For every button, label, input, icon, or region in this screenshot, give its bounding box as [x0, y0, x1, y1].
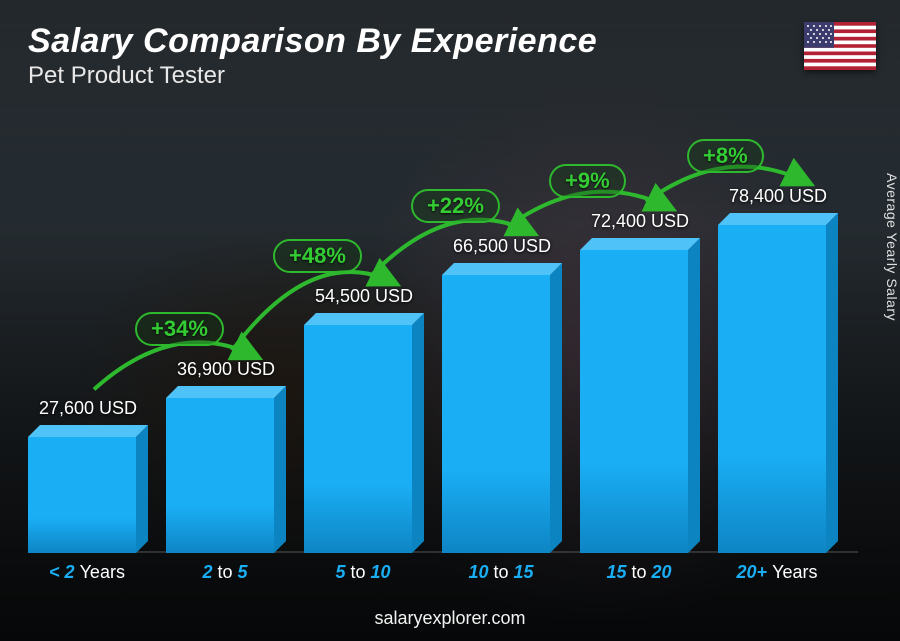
bar-side	[136, 425, 148, 553]
value-label: 66,500 USD	[432, 236, 572, 257]
bar	[166, 398, 274, 553]
bar-top	[580, 238, 700, 250]
bar-side	[826, 213, 838, 553]
bar-top	[304, 313, 424, 325]
value-label: 27,600 USD	[18, 398, 158, 419]
bar-top	[28, 425, 148, 437]
bar-top	[442, 263, 562, 275]
value-label: 72,400 USD	[570, 211, 710, 232]
x-axis-label: < 2 Years	[28, 562, 146, 583]
pct-increase-badge: +8%	[687, 139, 764, 173]
bar-front	[28, 437, 136, 553]
bar	[28, 437, 136, 553]
bar-side	[688, 238, 700, 553]
bar-front	[718, 225, 826, 553]
bar-top	[166, 386, 286, 398]
pct-increase-badge: +48%	[273, 239, 362, 273]
bar-front	[304, 325, 412, 553]
y-axis-label: Average Yearly Salary	[884, 173, 900, 321]
flag-icon	[804, 22, 876, 70]
bar-front	[166, 398, 274, 553]
bar-side	[274, 386, 286, 553]
pct-increase-badge: +22%	[411, 189, 500, 223]
bar	[580, 250, 688, 553]
bar-side	[412, 313, 424, 553]
bar	[304, 325, 412, 553]
bar	[442, 275, 550, 553]
x-axis-label: 10 to 15	[442, 562, 560, 583]
chart-container: Salary Comparison By Experience Pet Prod…	[0, 0, 900, 641]
value-label: 36,900 USD	[156, 359, 296, 380]
bar	[718, 225, 826, 553]
value-label: 54,500 USD	[294, 286, 434, 307]
page-title: Salary Comparison By Experience	[28, 22, 597, 61]
bar-side	[550, 263, 562, 553]
page-subtitle: Pet Product Tester	[28, 62, 225, 90]
bar-front	[442, 275, 550, 553]
x-axis-label: 5 to 10	[304, 562, 422, 583]
pct-increase-badge: +9%	[549, 164, 626, 198]
x-axis-label: 15 to 20	[580, 562, 698, 583]
pct-increase-badge: +34%	[135, 312, 224, 346]
bar-top	[718, 213, 838, 225]
bar-chart: 27,600 USD< 2 Years36,900 USD2 to 554,50…	[28, 121, 858, 581]
value-label: 78,400 USD	[708, 186, 848, 207]
x-axis-label: 20+ Years	[718, 562, 836, 583]
x-axis-label: 2 to 5	[166, 562, 284, 583]
attribution-text: salaryexplorer.com	[0, 608, 900, 629]
bar-front	[580, 250, 688, 553]
